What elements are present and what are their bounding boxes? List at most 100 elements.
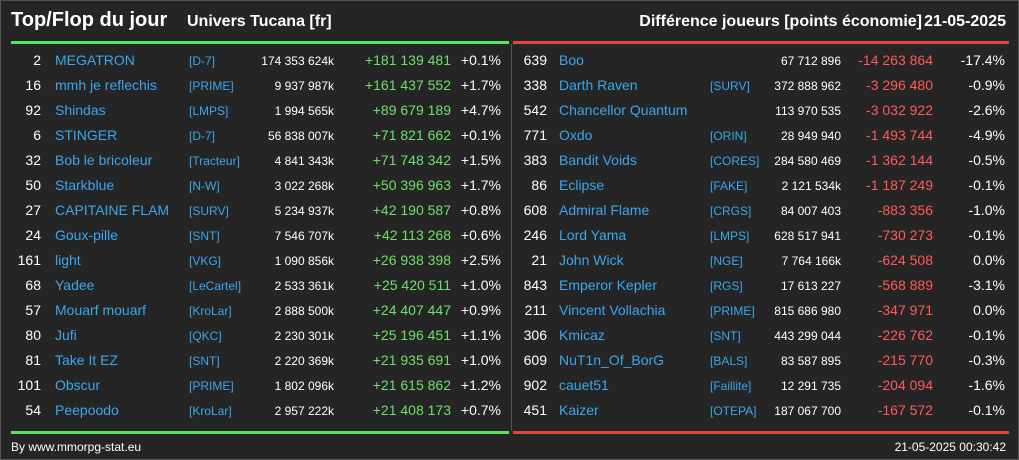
- difference-value: +71 748 342: [372, 152, 451, 168]
- flop-row: 338 Darth Raven [SURV] 372 888 962 -3 296 48…: [511, 73, 1019, 98]
- percent-change: +1.5%: [460, 152, 501, 168]
- alliance-tag-link[interactable]: [PRIME]: [710, 304, 755, 318]
- alliance-tag-link[interactable]: [Faillite]: [710, 379, 752, 393]
- player-name-link[interactable]: Obscur: [55, 377, 101, 393]
- rank-value: 843: [523, 277, 547, 293]
- player-name-link[interactable]: Emperor Kepler: [559, 277, 658, 293]
- alliance-tag-link[interactable]: [N-W]: [189, 179, 220, 193]
- player-name-link[interactable]: Lord Yama: [559, 227, 627, 243]
- points-value: 4 841 343k: [274, 154, 334, 168]
- alliance-tag-link[interactable]: [SNT]: [189, 229, 220, 243]
- alliance-tag-link[interactable]: [BALS]: [710, 354, 748, 368]
- player-name-link[interactable]: Bob le bricoleur: [55, 152, 153, 168]
- alliance-tag-link[interactable]: [SURV]: [189, 204, 229, 218]
- player-name-link[interactable]: Yadee: [55, 277, 95, 293]
- player-name-link[interactable]: CAPITAINE FLAM: [55, 202, 170, 218]
- alliance-tag-link[interactable]: [D-7]: [189, 54, 216, 68]
- player-name-link[interactable]: Bandit Voids: [559, 152, 637, 168]
- difference-value: -568 889: [877, 277, 933, 293]
- alliance-tag-link[interactable]: [KroLar]: [189, 304, 232, 318]
- player-name-link[interactable]: Chancellor Quantum: [559, 102, 688, 118]
- points-value: 1 090 856k: [274, 254, 334, 268]
- player-name-link[interactable]: MEGATRON: [55, 52, 135, 68]
- player-name-link[interactable]: Shindas: [55, 102, 106, 118]
- player-name-link[interactable]: Goux-pille: [55, 227, 119, 243]
- difference-value: -883 356: [877, 202, 933, 218]
- percent-change: +1.0%: [460, 352, 501, 368]
- alliance-tag-link[interactable]: [QKC]: [189, 329, 222, 343]
- player-name-link[interactable]: Kaizer: [559, 402, 599, 418]
- player-name-link[interactable]: Mouarf mouarf: [55, 302, 147, 318]
- alliance-tag-link[interactable]: [D-7]: [189, 129, 216, 143]
- difference-value: +21 935 691: [372, 352, 451, 368]
- player-name-link[interactable]: Peepoodo: [55, 402, 119, 418]
- player-name-link[interactable]: mmh je reflechis: [55, 77, 157, 93]
- alliance-tag-link[interactable]: [Tracteur]: [189, 154, 240, 168]
- alliance-tag-link[interactable]: [LeCartel]: [189, 279, 242, 293]
- top-bottom-bar: [11, 431, 509, 434]
- flop-row: 902 cauet51 [Faillite] 12 291 735 -204 094 -1…: [511, 373, 1019, 398]
- points-value: 2 220 369k: [274, 354, 334, 368]
- difference-value: -1 362 144: [866, 152, 933, 168]
- player-name-link[interactable]: STINGER: [55, 127, 118, 143]
- player-name-link[interactable]: NuT1n_Of_BorG: [559, 352, 665, 368]
- alliance-tag-link[interactable]: [PRIME]: [189, 379, 234, 393]
- rank-value: 21: [531, 252, 547, 268]
- points-value: 7 764 166k: [781, 254, 841, 268]
- player-name-link[interactable]: light: [55, 252, 81, 268]
- percent-change: -0.1%: [968, 327, 1005, 343]
- top-row: 101 Obscur [PRIME] 1 802 096k +21 615 862 +1.…: [1, 373, 511, 398]
- player-name-link[interactable]: Eclipse: [559, 177, 605, 193]
- difference-value: -624 508: [877, 252, 933, 268]
- player-name-link[interactable]: Jufi: [55, 327, 77, 343]
- player-name-link[interactable]: Take It EZ: [55, 352, 119, 368]
- percent-change: 0.0%: [973, 302, 1005, 318]
- alliance-tag-link[interactable]: [KroLar]: [189, 404, 232, 418]
- difference-value: +181 139 481: [364, 52, 451, 68]
- rank-value: 68: [25, 277, 41, 293]
- alliance-tag-link[interactable]: [NGE]: [710, 254, 743, 268]
- difference-value: +24 407 447: [372, 302, 451, 318]
- alliance-tag-link[interactable]: [LMPS]: [189, 104, 229, 118]
- metric-label: Différence joueurs [points économie]: [639, 13, 922, 30]
- player-name-link[interactable]: Boo: [559, 52, 584, 68]
- player-name-link[interactable]: Starkblue: [55, 177, 115, 193]
- alliance-tag-link[interactable]: [VKG]: [189, 254, 222, 268]
- alliance-tag-link[interactable]: [SNT]: [189, 354, 220, 368]
- player-name-link[interactable]: Admiral Flame: [559, 202, 650, 218]
- percent-change: +0.1%: [460, 52, 501, 68]
- points-value: 9 937 987k: [274, 79, 334, 93]
- alliance-tag-link[interactable]: [RGS]: [710, 279, 743, 293]
- percent-change: -0.1%: [968, 402, 1005, 418]
- alliance-tag-link[interactable]: [CORES]: [710, 154, 760, 168]
- player-name-link[interactable]: cauet51: [559, 377, 609, 393]
- flop-row: 771 Oxdo [ORIN] 28 949 940 -1 493 744 -4.9%: [511, 123, 1019, 148]
- player-name-link[interactable]: Oxdo: [559, 127, 593, 143]
- alliance-tag-link[interactable]: [FAKE]: [710, 179, 748, 193]
- alliance-tag-link[interactable]: [ORIN]: [710, 129, 747, 143]
- alliance-tag-link[interactable]: [CRGS]: [710, 204, 752, 218]
- flop-row: 383 Bandit Voids [CORES] 284 580 469 -1 362 …: [511, 148, 1019, 173]
- alliance-tag-link[interactable]: [SNT]: [710, 329, 741, 343]
- player-name-link[interactable]: Vincent Vollachia: [559, 302, 666, 318]
- points-value: 17 613 227: [780, 279, 841, 293]
- alliance-tag-link[interactable]: [OTEPA]: [710, 404, 757, 418]
- flop-row: 451 Kaizer [OTEPA] 187 067 700 -167 572 -0.1%: [511, 398, 1019, 423]
- rank-value: 306: [523, 327, 547, 343]
- player-name-link[interactable]: John Wick: [559, 252, 624, 268]
- percent-change: 0.0%: [973, 252, 1005, 268]
- points-value: 2 533 361k: [274, 279, 334, 293]
- alliance-tag-link[interactable]: [LMPS]: [710, 229, 750, 243]
- difference-value: +89 679 189: [372, 102, 451, 118]
- rank-value: 211: [524, 302, 547, 318]
- rank-value: 608: [523, 202, 547, 218]
- top-row: 92 Shindas [LMPS] 1 994 565k +89 679 189 +4.7…: [1, 98, 511, 123]
- top-row: 161 light [VKG] 1 090 856k +26 938 398 +2.5%: [1, 248, 511, 273]
- player-name-link[interactable]: Darth Raven: [559, 77, 638, 93]
- flop-divider-bar: [513, 41, 1009, 44]
- top-row: 24 Goux-pille [SNT] 7 546 707k +42 113 268 +0…: [1, 223, 511, 248]
- alliance-tag-link[interactable]: [PRIME]: [189, 79, 234, 93]
- player-name-link[interactable]: Kmicaz: [559, 327, 605, 343]
- alliance-tag-link[interactable]: [SURV]: [710, 79, 750, 93]
- percent-change: +0.7%: [460, 402, 501, 418]
